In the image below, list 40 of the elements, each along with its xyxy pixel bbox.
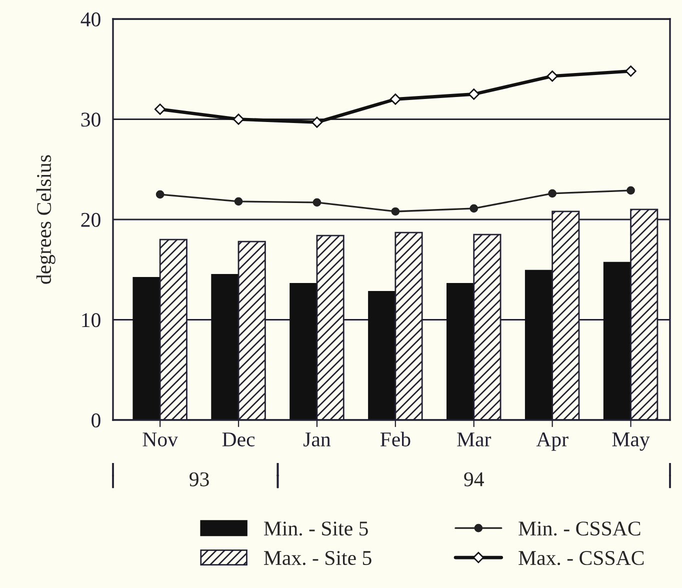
legend-label: Min. - CSSAC bbox=[518, 522, 640, 536]
y-tick-label: 40 bbox=[80, 12, 100, 26]
bar bbox=[290, 282, 318, 420]
bar bbox=[603, 262, 632, 420]
x-tick-label: Apr bbox=[536, 432, 568, 451]
point bbox=[156, 190, 164, 199]
y-tick-label: 10 bbox=[82, 313, 100, 328]
point bbox=[390, 94, 402, 105]
point bbox=[470, 204, 478, 213]
y-axis-title: degrees Celsius bbox=[36, 155, 56, 284]
point bbox=[391, 207, 400, 216]
y-tick-label: 20 bbox=[81, 212, 100, 227]
x-tick-label: Mar bbox=[457, 432, 492, 446]
x-tick-label: May bbox=[612, 432, 650, 451]
point bbox=[232, 114, 244, 125]
point bbox=[234, 197, 243, 206]
legend-label: Max. - CSSAC bbox=[518, 551, 644, 566]
point bbox=[468, 88, 480, 100]
bar bbox=[524, 270, 554, 420]
point bbox=[154, 104, 166, 115]
x-tick-label: Feb bbox=[380, 432, 410, 446]
y-tick-label: 30 bbox=[81, 112, 100, 127]
point bbox=[311, 116, 323, 128]
bar bbox=[368, 290, 396, 420]
point bbox=[625, 66, 636, 77]
x-tick-label: Jan bbox=[304, 432, 331, 446]
legend-label: Max. - Site 5 bbox=[264, 551, 372, 566]
text: 93 bbox=[190, 472, 209, 486]
point bbox=[626, 186, 635, 195]
text: 94 bbox=[464, 472, 484, 486]
point bbox=[548, 189, 556, 198]
x-tick-label: Nov bbox=[142, 432, 178, 446]
point bbox=[312, 198, 322, 207]
bar bbox=[211, 274, 240, 420]
point bbox=[546, 70, 558, 82]
legend-label: Min. - Site 5 bbox=[264, 522, 368, 536]
x-tick-label: Dec bbox=[222, 432, 255, 446]
bar bbox=[446, 282, 475, 420]
y-tick-label: 0 bbox=[92, 413, 100, 428]
bar bbox=[132, 276, 161, 420]
